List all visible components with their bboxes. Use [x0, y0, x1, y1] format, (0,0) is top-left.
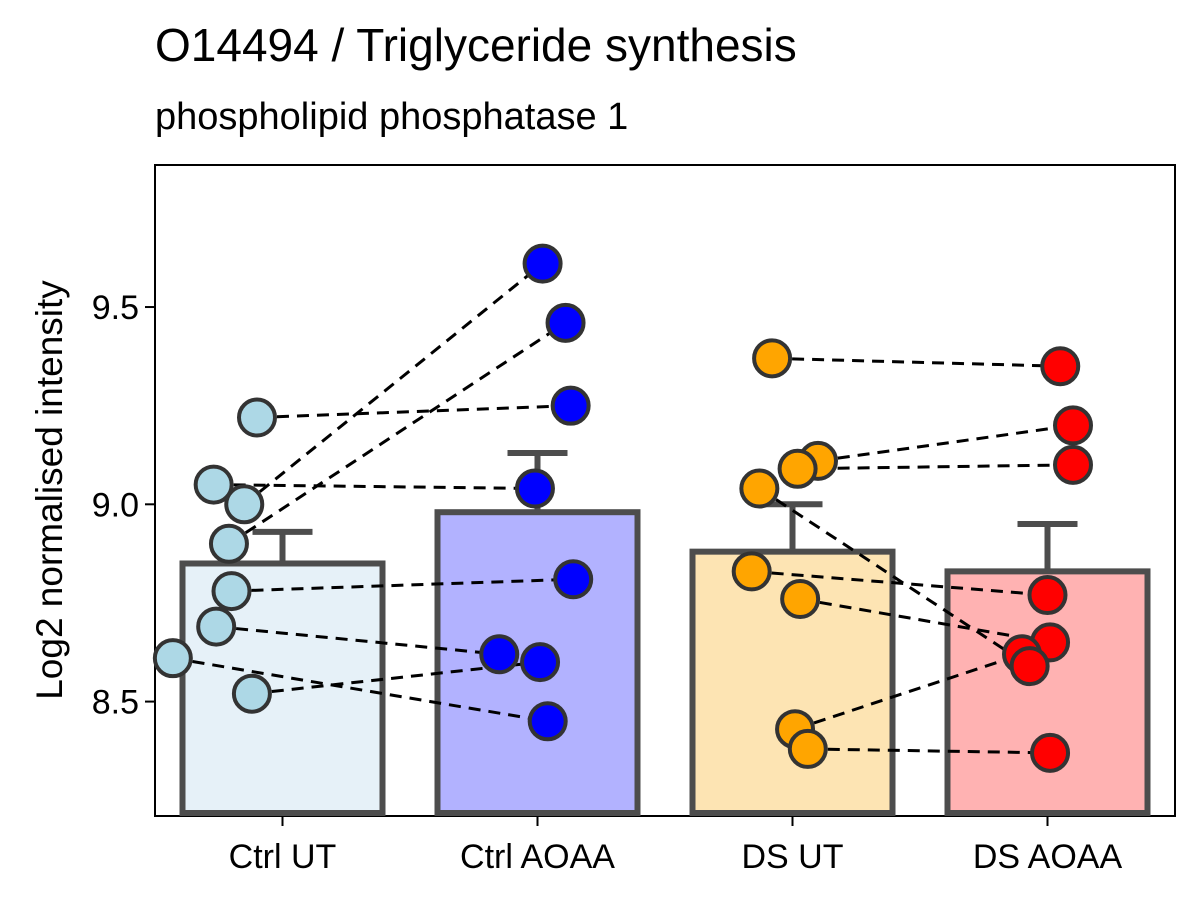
- data-point: [211, 571, 252, 612]
- data-point: [752, 338, 793, 379]
- y-tick-label: 9.5: [92, 289, 139, 327]
- pair-line: [758, 487, 1031, 668]
- pair-line: [172, 656, 548, 723]
- data-point: [787, 728, 828, 769]
- data-point: [231, 673, 272, 714]
- data-point: [1027, 575, 1068, 616]
- pair-line: [228, 321, 567, 546]
- data-point: [514, 468, 555, 509]
- x-tick-label: DS AOAA: [973, 838, 1123, 876]
- data-point: [479, 634, 520, 675]
- y-tick-label: 9.0: [92, 486, 139, 524]
- data-point: [777, 448, 818, 489]
- data-point: [1009, 646, 1050, 687]
- pair-line: [799, 597, 1051, 644]
- chart-subtitle: phospholipid phosphatase 1: [155, 96, 629, 138]
- x-tick-label: Ctrl AOAA: [460, 838, 615, 876]
- data-point: [520, 642, 561, 683]
- data-point: [1053, 444, 1093, 485]
- bar: [179, 560, 386, 816]
- data-point: [193, 464, 234, 505]
- data-point: [196, 606, 237, 647]
- data-point: [152, 638, 193, 679]
- x-tick-label: Ctrl UT: [229, 838, 337, 876]
- pair-line: [216, 625, 500, 656]
- data-point: [739, 468, 780, 509]
- pair-line: [797, 463, 1074, 471]
- pair-line: [231, 577, 574, 593]
- data-point: [731, 551, 772, 592]
- pair-line: [213, 483, 535, 491]
- pair-line: [256, 404, 571, 420]
- data-point: [224, 484, 265, 525]
- data-point: [522, 243, 563, 284]
- data-point: [1030, 732, 1071, 773]
- data-point: [550, 385, 591, 426]
- x-tick-label: DS UT: [742, 838, 844, 876]
- data-point: [527, 701, 568, 742]
- data-point: [545, 302, 586, 343]
- pair-line: [243, 262, 544, 506]
- y-axis-label: Log2 normalised intensity: [29, 280, 70, 700]
- data-point: [208, 523, 249, 564]
- data-point: [553, 559, 594, 600]
- data-point: [780, 579, 821, 619]
- data-point: [1040, 346, 1081, 387]
- pair-line: [817, 423, 1074, 463]
- data-point: [237, 397, 277, 438]
- chart-title: O14494 / Triglyceride synthesis: [155, 19, 797, 71]
- y-tick-label: 8.5: [92, 684, 139, 722]
- pair-line: [807, 747, 1051, 755]
- pair-line: [751, 569, 1048, 597]
- pair-line: [772, 356, 1061, 368]
- data-point: [1053, 405, 1093, 446]
